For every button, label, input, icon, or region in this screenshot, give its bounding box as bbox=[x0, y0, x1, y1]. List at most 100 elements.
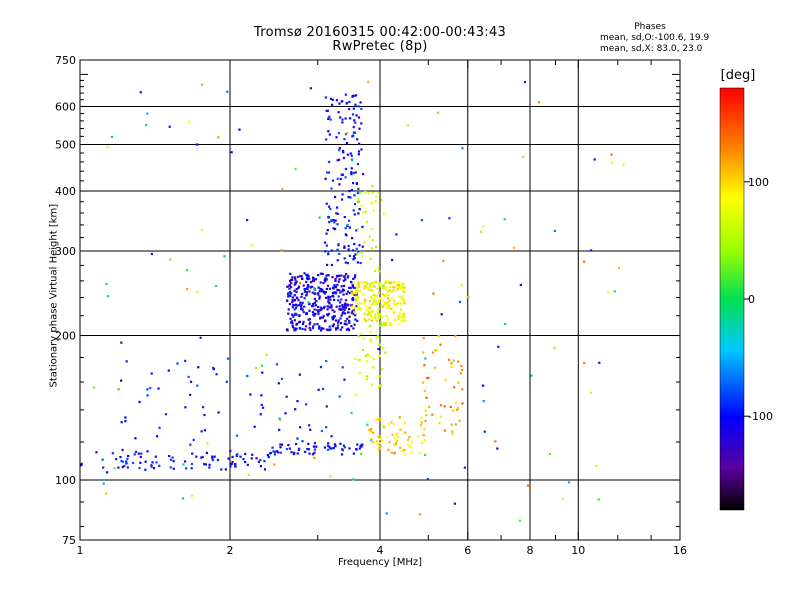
data-point bbox=[303, 272, 306, 275]
data-point bbox=[295, 327, 298, 330]
data-point bbox=[379, 445, 382, 448]
data-point bbox=[280, 249, 283, 252]
data-point bbox=[368, 282, 372, 286]
data-point bbox=[366, 313, 369, 316]
data-point bbox=[439, 343, 442, 346]
data-point bbox=[423, 389, 426, 392]
data-point bbox=[375, 418, 378, 421]
data-point bbox=[242, 458, 245, 461]
data-point bbox=[378, 270, 381, 273]
data-point bbox=[329, 207, 332, 210]
data-point bbox=[371, 284, 375, 287]
data-point bbox=[328, 115, 331, 118]
data-point bbox=[217, 411, 220, 414]
data-point bbox=[378, 418, 381, 421]
data-point bbox=[341, 290, 344, 293]
data-point bbox=[155, 435, 159, 438]
data-point bbox=[308, 424, 311, 427]
data-point bbox=[301, 292, 304, 295]
data-point bbox=[358, 301, 362, 305]
data-point bbox=[353, 119, 356, 122]
data-point bbox=[368, 235, 371, 238]
y-tick-label: 100 bbox=[55, 474, 76, 487]
data-point bbox=[348, 315, 351, 318]
data-point bbox=[230, 151, 233, 154]
data-point bbox=[344, 299, 348, 302]
data-point bbox=[330, 306, 333, 309]
data-point bbox=[337, 132, 341, 135]
data-point bbox=[373, 269, 376, 272]
data-point bbox=[189, 443, 192, 446]
data-point bbox=[211, 456, 214, 460]
data-point bbox=[357, 281, 360, 284]
data-point bbox=[325, 202, 328, 205]
data-point bbox=[434, 349, 437, 352]
data-point bbox=[200, 430, 203, 433]
data-point bbox=[338, 278, 341, 281]
data-point bbox=[325, 359, 328, 363]
data-point bbox=[158, 426, 161, 429]
data-point bbox=[360, 443, 363, 446]
data-point bbox=[321, 272, 324, 275]
data-point bbox=[313, 442, 316, 445]
data-point bbox=[327, 300, 330, 303]
data-point bbox=[431, 351, 435, 354]
data-point bbox=[336, 212, 339, 215]
data-point bbox=[327, 130, 330, 133]
data-point bbox=[325, 274, 328, 277]
data-point bbox=[158, 464, 161, 467]
data-point bbox=[375, 294, 378, 297]
data-point bbox=[348, 308, 351, 311]
data-point bbox=[157, 387, 160, 390]
data-point bbox=[127, 454, 130, 458]
data-point bbox=[439, 415, 442, 418]
data-point bbox=[301, 327, 304, 331]
data-point bbox=[167, 369, 170, 372]
data-point bbox=[343, 275, 346, 278]
data-point bbox=[482, 384, 485, 387]
data-point bbox=[324, 296, 328, 299]
data-point bbox=[113, 467, 116, 470]
data-point bbox=[278, 417, 281, 420]
data-point bbox=[366, 283, 369, 286]
data-point bbox=[341, 306, 344, 309]
data-point bbox=[227, 457, 230, 460]
data-point bbox=[326, 308, 329, 311]
data-point bbox=[266, 453, 269, 457]
data-point bbox=[318, 325, 321, 328]
data-point bbox=[530, 374, 533, 377]
data-point bbox=[317, 310, 320, 313]
data-point bbox=[347, 219, 351, 222]
data-point bbox=[377, 300, 381, 303]
data-point bbox=[395, 432, 399, 436]
data-point bbox=[326, 314, 329, 317]
x-tick-label: 2 bbox=[227, 544, 234, 557]
data-point bbox=[80, 464, 83, 467]
data-point bbox=[360, 445, 363, 448]
data-point bbox=[369, 257, 372, 260]
data-point bbox=[349, 286, 352, 289]
data-point bbox=[321, 316, 325, 319]
data-point bbox=[288, 447, 291, 450]
data-point bbox=[259, 413, 262, 416]
data-point bbox=[357, 250, 360, 253]
data-point bbox=[313, 451, 316, 454]
data-point bbox=[238, 128, 241, 131]
data-point bbox=[249, 393, 252, 396]
data-point bbox=[392, 286, 395, 289]
data-point bbox=[138, 400, 141, 404]
data-point bbox=[357, 308, 360, 311]
data-point bbox=[346, 303, 349, 306]
data-point bbox=[338, 183, 341, 186]
data-point bbox=[456, 406, 460, 410]
data-point bbox=[322, 281, 325, 285]
data-point bbox=[392, 443, 396, 446]
data-point bbox=[294, 278, 297, 281]
data-point bbox=[338, 395, 341, 398]
data-point bbox=[358, 192, 361, 195]
data-point bbox=[355, 296, 358, 300]
data-point bbox=[399, 446, 402, 449]
data-point bbox=[272, 450, 275, 453]
data-point bbox=[467, 296, 470, 299]
data-point bbox=[396, 439, 399, 443]
